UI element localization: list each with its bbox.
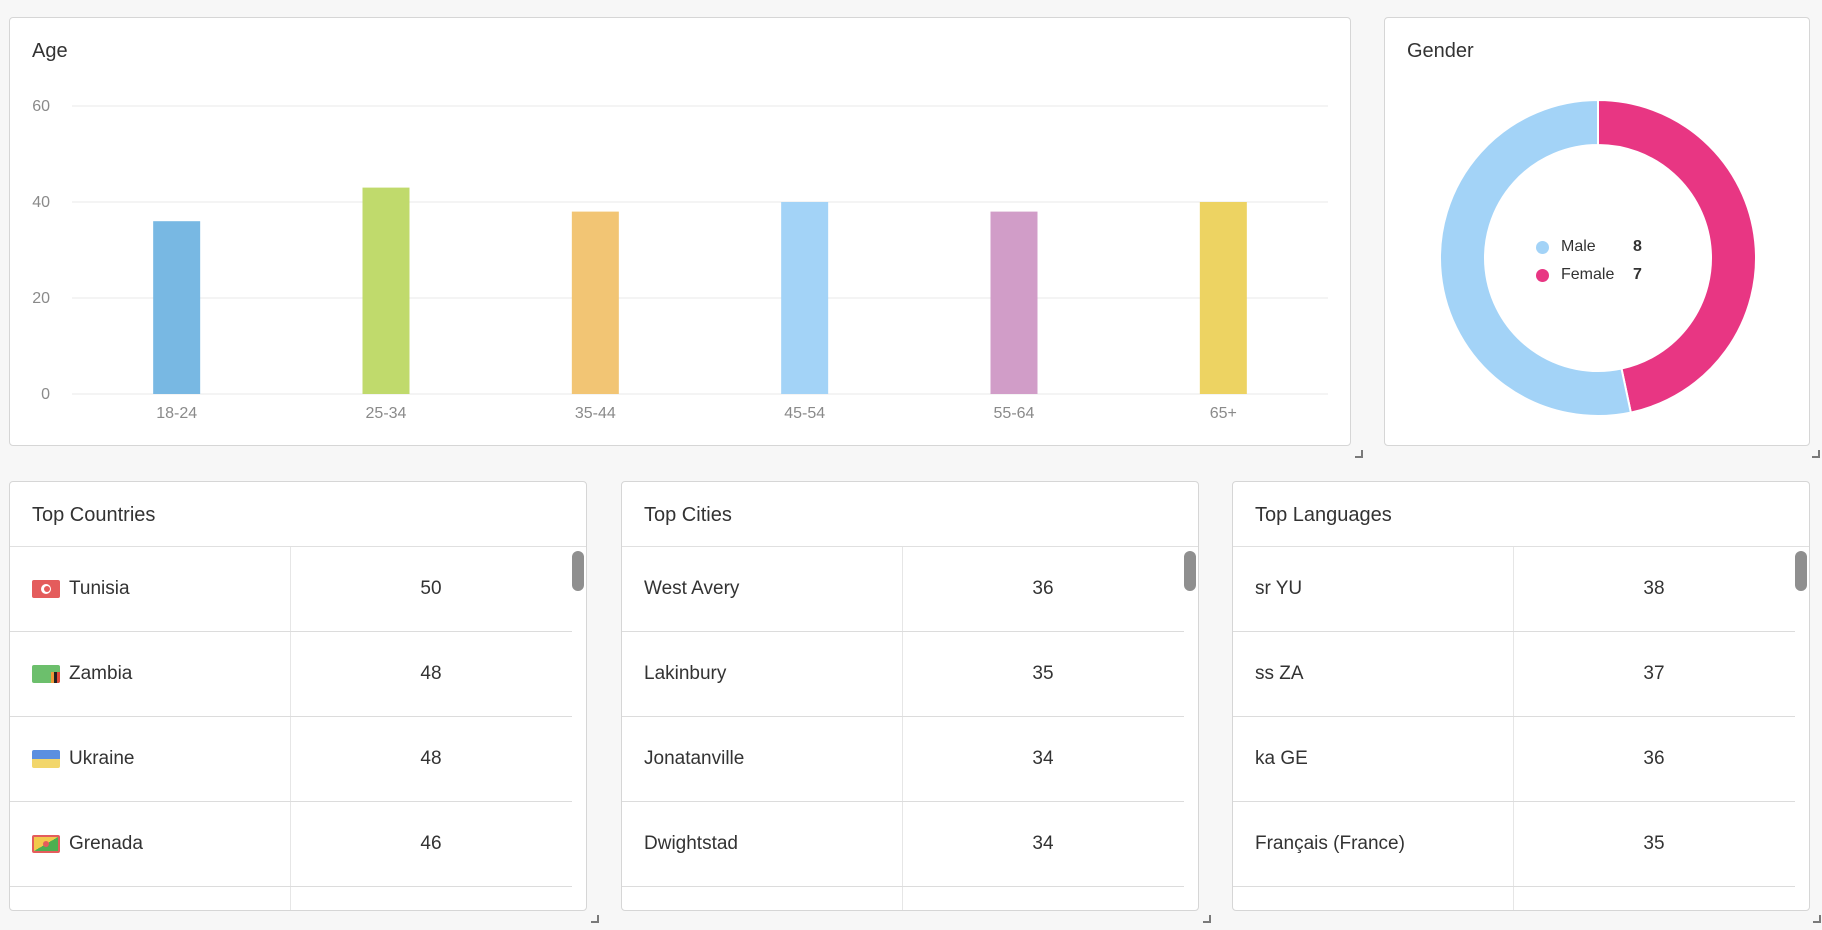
legend-item-female: Female 7 xyxy=(1536,266,1642,284)
country-name: Tunisia xyxy=(69,578,130,599)
table-row[interactable]: Tunisia 50 xyxy=(10,547,572,632)
x-tick-label: 35-44 xyxy=(575,405,616,422)
x-tick-label: 65+ xyxy=(1210,405,1237,422)
age-bar-25-34[interactable] xyxy=(362,187,410,394)
female-legend-value: 7 xyxy=(1633,266,1642,283)
zambia-flag-icon xyxy=(32,665,60,683)
x-tick-label: 18-24 xyxy=(156,405,197,422)
language-name: Français (France) xyxy=(1255,833,1405,854)
country-count: 46 xyxy=(420,833,442,854)
table-row[interactable]: Zambia 48 xyxy=(10,632,572,717)
language-count: 35 xyxy=(1643,833,1665,854)
gender-card-resize-handle[interactable] xyxy=(1812,450,1820,458)
grenada-flag-icon xyxy=(32,835,60,853)
x-tick-label: 55-64 xyxy=(994,405,1035,422)
city-name: West Avery xyxy=(644,578,740,599)
scrollbar-thumb[interactable] xyxy=(572,551,584,591)
countries-card-resize-handle[interactable] xyxy=(591,915,599,923)
age-card-title: Age xyxy=(32,40,68,62)
top-languages-title: Top Languages xyxy=(1255,504,1392,526)
gender-card-title: Gender xyxy=(1407,40,1474,62)
country-name-cell: Zambia xyxy=(10,632,290,716)
country-count: 50 xyxy=(420,578,442,599)
female-legend-dot xyxy=(1536,268,1549,282)
scrollbar-thumb[interactable] xyxy=(1795,551,1807,591)
table-row[interactable]: Ukraine 48 xyxy=(10,717,572,802)
country-count: 48 xyxy=(420,663,442,684)
languages-card-resize-handle[interactable] xyxy=(1813,915,1821,923)
country-name: Grenada xyxy=(69,833,143,854)
country-count: 48 xyxy=(420,748,442,769)
city-name: Dwightstad xyxy=(644,833,738,854)
legend-item-male: Male 8 xyxy=(1536,238,1642,256)
age-card-resize-handle[interactable] xyxy=(1355,450,1363,458)
country-name-cell: Tunisia xyxy=(10,547,290,631)
top-languages-card: Top Languages sr YU 38 ss ZA 37 ka GE 36… xyxy=(1232,481,1810,911)
table-row[interactable]: sr YU 38 xyxy=(1233,547,1795,632)
column-divider xyxy=(1513,547,1514,910)
male-legend-value: 8 xyxy=(1633,238,1642,255)
tunisia-flag-icon xyxy=(32,580,60,598)
top-languages-table[interactable]: sr YU 38 ss ZA 37 ka GE 36 Français (Fra… xyxy=(1233,546,1809,910)
top-countries-table[interactable]: Tunisia 50 Zambia 48 Ukraine 48 xyxy=(10,546,586,910)
language-name: sr YU xyxy=(1255,578,1303,599)
table-row[interactable]: Grenada 46 xyxy=(10,802,572,887)
age-bar-18-24[interactable] xyxy=(153,221,201,394)
city-count: 36 xyxy=(1032,578,1054,599)
age-bar-55-64[interactable] xyxy=(990,211,1038,394)
cities-card-resize-handle[interactable] xyxy=(1203,915,1211,923)
city-name: Lakinbury xyxy=(644,663,727,684)
language-count: 38 xyxy=(1643,578,1665,599)
gender-chart-card: Gender Male 8 Female 7 xyxy=(1384,17,1810,446)
city-count: 35 xyxy=(1032,663,1054,684)
x-tick-label: 45-54 xyxy=(784,405,825,422)
age-bar-65+[interactable] xyxy=(1199,202,1247,394)
language-name: ka GE xyxy=(1255,748,1308,769)
table-row[interactable]: ss ZA 37 xyxy=(1233,632,1795,717)
top-cities-card: Top Cities West Avery 36 Lakinbury 35 Jo… xyxy=(621,481,1199,911)
table-row[interactable]: ka GE 36 xyxy=(1233,717,1795,802)
country-name-cell: Ukraine xyxy=(10,717,290,801)
male-legend-label: Male xyxy=(1561,238,1596,255)
table-row[interactable]: Dwightstad 34 xyxy=(622,802,1184,887)
gender-slice-male[interactable] xyxy=(1439,98,1633,417)
y-tick-label: 40 xyxy=(32,194,50,211)
top-countries-card: Top Countries Tunisia 50 Zambia xyxy=(9,481,587,911)
city-name: Jonatanville xyxy=(644,748,745,769)
y-tick-label: 0 xyxy=(41,386,50,403)
age-bar-chart: 0 20 40 60 18-24 25-34 35-44 45-54 55-64 65+ xyxy=(32,98,1328,422)
scrollbar-thumb[interactable] xyxy=(1184,551,1196,591)
age-bar-45-54[interactable] xyxy=(781,202,829,394)
country-name: Zambia xyxy=(69,663,133,684)
ukraine-flag-icon xyxy=(32,750,60,768)
country-name-cell: Grenada xyxy=(10,802,290,886)
male-legend-dot xyxy=(1536,240,1549,254)
country-name: Ukraine xyxy=(69,748,135,769)
table-row[interactable]: Jonatanville 34 xyxy=(622,717,1184,802)
top-cities-title: Top Cities xyxy=(644,504,732,526)
gender-slice-female[interactable] xyxy=(1597,98,1757,414)
language-name: ss ZA xyxy=(1255,663,1304,684)
top-cities-table[interactable]: West Avery 36 Lakinbury 35 Jonatanville … xyxy=(622,546,1198,910)
city-count: 34 xyxy=(1032,833,1054,854)
column-divider xyxy=(902,547,903,910)
table-row[interactable]: Français (France) 35 xyxy=(1233,802,1795,887)
language-count: 36 xyxy=(1643,748,1665,769)
table-row[interactable]: Lakinbury 35 xyxy=(622,632,1184,717)
gender-donut-chart xyxy=(1439,98,1757,417)
table-row[interactable]: West Avery 36 xyxy=(622,547,1184,632)
top-countries-title: Top Countries xyxy=(32,504,156,526)
age-chart-card: Age 0 20 40 60 18-24 25-34 35-44 45-54 55-64 65+ xyxy=(9,17,1351,446)
language-count: 37 xyxy=(1643,663,1665,684)
age-bar-35-44[interactable] xyxy=(571,211,619,394)
city-count: 34 xyxy=(1032,748,1054,769)
female-legend-label: Female xyxy=(1561,266,1615,283)
y-tick-label: 20 xyxy=(32,290,50,307)
column-divider xyxy=(290,547,291,910)
y-tick-label: 60 xyxy=(32,98,50,115)
x-tick-label: 25-34 xyxy=(366,405,407,422)
